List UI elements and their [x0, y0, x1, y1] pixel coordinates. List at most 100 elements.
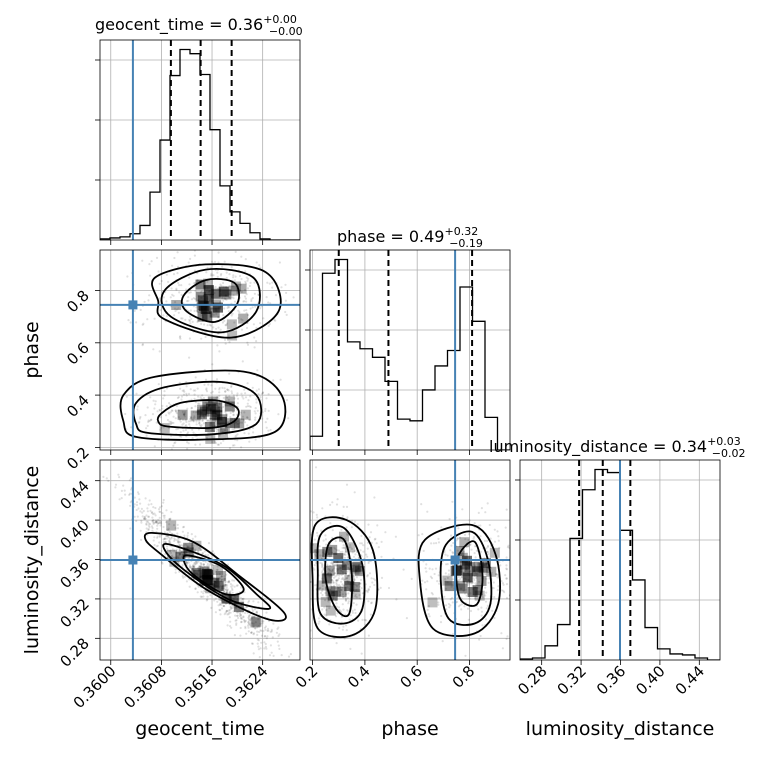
scatter-point — [229, 625, 232, 628]
scatter-point — [185, 385, 188, 388]
density-cell — [250, 617, 261, 628]
scatter-point — [228, 611, 231, 614]
scatter-point — [198, 568, 201, 571]
scatter-point — [223, 588, 226, 591]
scatter-point — [138, 420, 141, 424]
scatter-point — [240, 421, 244, 424]
scatter-point — [346, 609, 349, 612]
scatter-point — [425, 563, 428, 566]
density-cell — [213, 302, 223, 313]
scatter-point — [162, 501, 165, 504]
scatter-point — [346, 563, 350, 566]
scatter-point — [278, 647, 281, 651]
scatter-point — [216, 344, 219, 347]
scatter-point — [233, 321, 236, 324]
scatter-point — [463, 582, 466, 585]
scatter-point — [496, 589, 499, 592]
scatter-point — [149, 523, 152, 526]
scatter-point — [331, 569, 334, 572]
scatter-point — [266, 629, 269, 632]
scatter-point — [193, 415, 196, 418]
scatter-point — [346, 570, 349, 573]
scatter-point — [160, 561, 163, 564]
scatter-point — [316, 531, 319, 535]
scatter-point — [148, 499, 151, 502]
scatter-point — [147, 420, 150, 423]
scatter-point — [164, 537, 167, 541]
scatter-point — [215, 327, 218, 330]
scatter-point — [335, 602, 338, 605]
scatter-point — [473, 579, 476, 582]
scatter-point — [138, 498, 141, 501]
scatter-point — [248, 622, 251, 625]
scatter-point — [199, 595, 202, 598]
scatter-point — [274, 319, 277, 322]
scatter-point — [380, 540, 383, 544]
scatter-point — [444, 580, 447, 583]
scatter-point — [146, 424, 149, 427]
scatter-point — [244, 282, 247, 285]
density-cell — [234, 418, 245, 429]
scatter-point — [247, 621, 250, 624]
density-cell — [479, 563, 490, 574]
scatter-point — [196, 411, 199, 414]
scatter-point — [379, 586, 382, 590]
scatter-point — [538, 573, 540, 575]
scatter-point — [178, 284, 181, 287]
scatter-point — [257, 388, 260, 391]
scatter-point — [223, 585, 226, 588]
scatter-point — [460, 603, 463, 606]
scatter-point — [512, 583, 514, 585]
scatter-point — [147, 524, 150, 527]
scatter-point — [226, 589, 229, 592]
scatter-point — [448, 606, 451, 609]
scatter-point — [455, 539, 458, 542]
scatter-point — [114, 483, 118, 486]
scatter-point — [194, 443, 197, 446]
scatter-point — [234, 614, 237, 617]
density-cell — [321, 573, 332, 584]
tick-label-luminosity-distance-x: 0.36 — [593, 662, 629, 698]
density-cell — [213, 581, 224, 591]
scatter-point — [341, 586, 344, 589]
scatter-point — [236, 392, 239, 395]
scatter-point — [185, 561, 188, 565]
scatter-point — [223, 578, 226, 581]
scatter-point — [219, 609, 222, 612]
scatter-point — [225, 591, 229, 595]
scatter-point — [287, 607, 289, 609]
scatter-point — [329, 583, 332, 586]
scatter-point — [438, 582, 441, 585]
scatter-point — [204, 590, 207, 593]
scatter-point — [333, 572, 336, 575]
scatter-point — [267, 301, 270, 304]
scatter-point — [236, 247, 238, 249]
scatter-point — [141, 511, 144, 514]
scatter-point — [420, 503, 423, 506]
scatter-point — [179, 418, 182, 421]
scatter-point — [251, 642, 254, 645]
scatter-point — [145, 427, 148, 430]
scatter-point — [334, 540, 337, 543]
scatter-point — [178, 381, 181, 384]
scatter-point — [313, 538, 316, 541]
scatter-point — [266, 635, 269, 638]
scatter-point — [243, 388, 246, 391]
scatter-point — [212, 274, 215, 277]
scatter-point — [370, 577, 373, 580]
scatter-point — [244, 392, 247, 395]
scatter-point — [486, 550, 489, 554]
scatter-point — [224, 588, 227, 591]
scatter-point — [344, 562, 347, 565]
panel-border — [99, 249, 301, 451]
scatter-point — [150, 418, 153, 421]
contours — [310, 516, 501, 639]
scatter-point — [129, 321, 132, 324]
scatter-point — [191, 428, 194, 431]
scatter-point — [306, 559, 308, 561]
density-cell — [167, 549, 177, 560]
density-cell — [197, 295, 208, 306]
panel-luminosity-distance-histogram — [519, 459, 721, 661]
scatter-point — [252, 652, 255, 655]
scatter-point — [306, 566, 308, 568]
